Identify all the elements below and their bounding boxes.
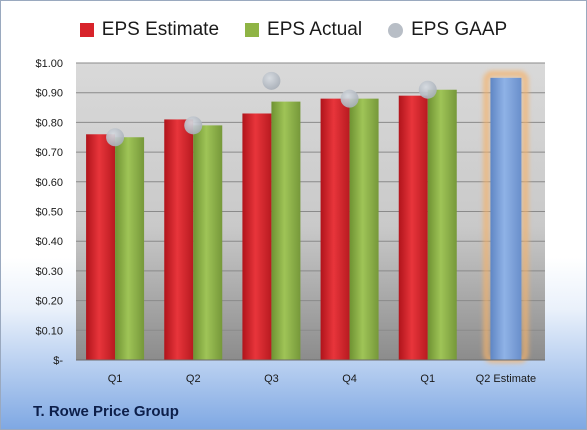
bar-eps-estimate bbox=[164, 119, 194, 361]
legend-swatch-eps-actual bbox=[245, 23, 260, 37]
marker-eps-gaap bbox=[106, 128, 125, 147]
bar-eps-actual bbox=[115, 137, 145, 360]
legend-item-eps-estimate: EPS Estimate bbox=[79, 19, 220, 41]
y-tick-label: $0.10 bbox=[35, 325, 63, 337]
y-tick-label: $- bbox=[53, 355, 63, 367]
bars bbox=[86, 70, 529, 363]
marker-eps-gaap bbox=[262, 71, 281, 90]
x-tick-label: Q3 bbox=[264, 373, 279, 385]
y-tick-label: $0.60 bbox=[35, 177, 63, 189]
bar-eps-actual bbox=[193, 125, 223, 361]
y-tick-label: $0.20 bbox=[35, 296, 63, 308]
y-tick-label: $0.50 bbox=[35, 207, 63, 219]
bar-eps-estimate bbox=[320, 98, 350, 360]
legend-item-eps-gaap: EPS GAAP bbox=[388, 19, 507, 41]
legend-label-eps-gaap: EPS GAAP bbox=[411, 19, 508, 40]
y-axis-tick-labels: $- $0.10 $0.20 $0.30 $0.40 $0.50 $0.60 $0.70 $0.… bbox=[35, 58, 63, 367]
legend-swatch-eps-estimate bbox=[79, 23, 94, 37]
y-tick-label: $0.40 bbox=[35, 236, 63, 248]
x-axis-tick-labels: Q1 Q2 Q3 Q4 Q1 Q2 Estimate bbox=[108, 373, 536, 385]
y-tick-label: $0.70 bbox=[35, 147, 63, 159]
x-tick-label: Q1 bbox=[420, 373, 435, 385]
y-tick-label: $0.90 bbox=[35, 88, 63, 100]
legend-swatch-eps-gaap bbox=[388, 22, 404, 38]
x-tick-label: Q4 bbox=[342, 373, 357, 385]
x-tick-label: Q1 bbox=[108, 373, 123, 385]
bar-eps-estimate bbox=[398, 95, 428, 361]
marker-eps-gaap bbox=[418, 80, 437, 99]
gaap-markers bbox=[106, 71, 437, 147]
legend-label-eps-actual: EPS Actual bbox=[267, 19, 363, 40]
bar-eps-actual bbox=[349, 98, 379, 360]
legend-label-eps-estimate: EPS Estimate bbox=[101, 19, 220, 40]
marker-eps-gaap bbox=[184, 116, 203, 135]
bar-eps-actual bbox=[427, 89, 457, 360]
marker-eps-gaap bbox=[340, 89, 359, 108]
bar-q2-estimate bbox=[490, 77, 522, 360]
x-tick-label: Q2 Estimate bbox=[476, 373, 537, 385]
legend: EPS Estimate EPS Actual EPS GAAP bbox=[1, 15, 586, 45]
y-tick-label: $1.00 bbox=[35, 58, 63, 70]
legend-item-eps-actual: EPS Actual bbox=[245, 19, 362, 41]
x-tick-label: Q2 bbox=[186, 373, 201, 385]
y-tick-label: $0.30 bbox=[35, 266, 63, 278]
bar-eps-estimate bbox=[86, 134, 116, 360]
gridlines bbox=[76, 62, 545, 331]
bar-eps-actual bbox=[271, 101, 301, 361]
company-name: T. Rowe Price Group bbox=[33, 403, 179, 420]
bar-eps-estimate bbox=[242, 113, 272, 361]
y-tick-label: $0.80 bbox=[35, 117, 63, 129]
